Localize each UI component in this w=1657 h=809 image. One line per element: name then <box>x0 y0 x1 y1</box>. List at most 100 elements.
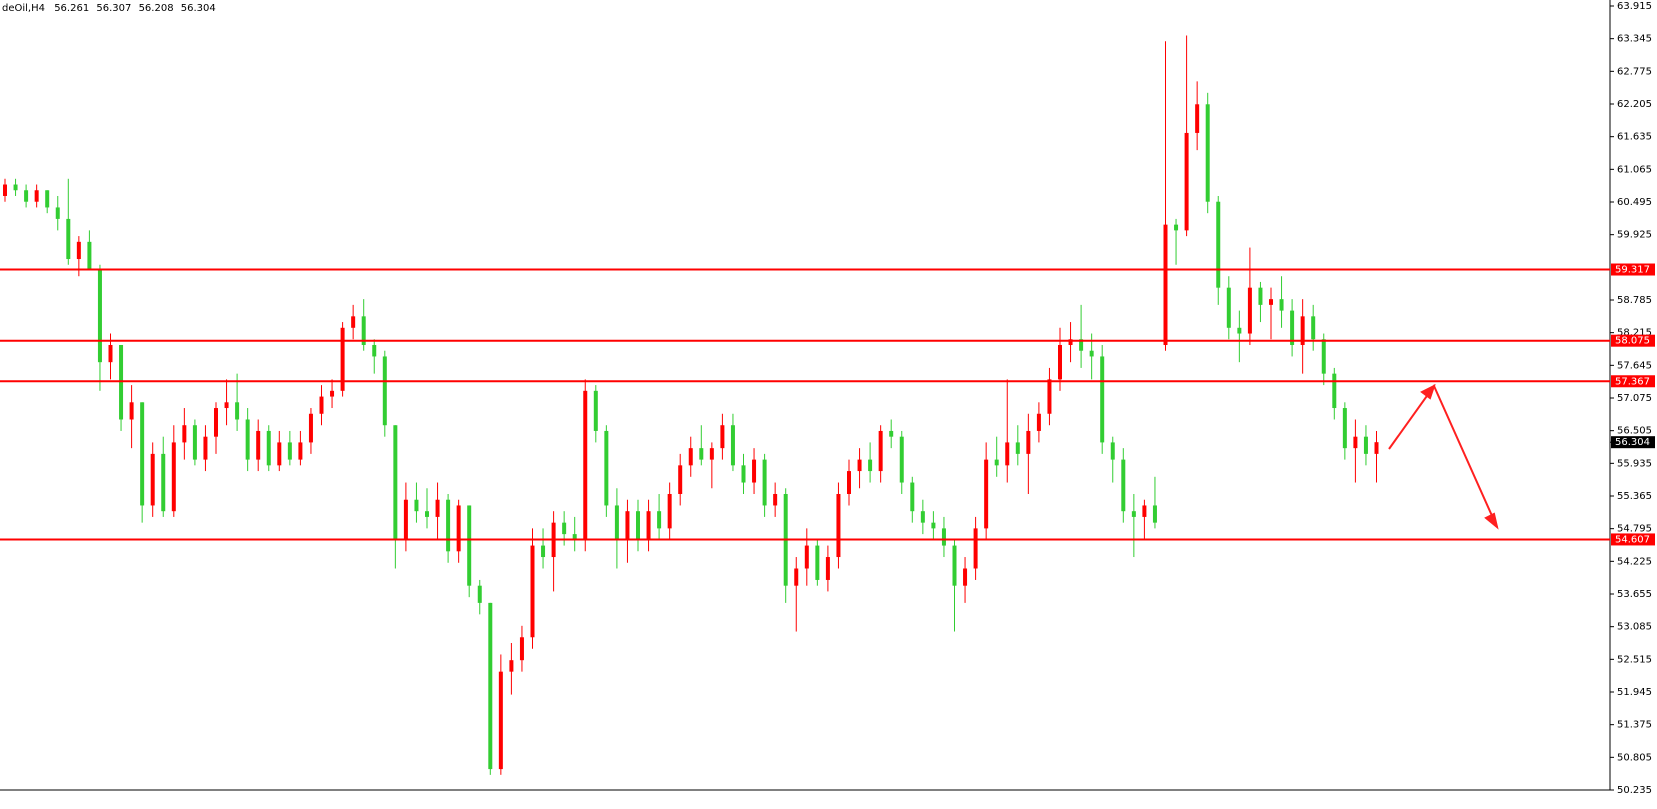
candle-body <box>403 499 408 540</box>
candle-body <box>319 396 324 414</box>
candle-body <box>519 637 524 661</box>
candle-body <box>435 499 440 517</box>
candle-body <box>868 459 873 472</box>
candle-body <box>825 557 830 580</box>
y-tick-label: 63.345 <box>1617 34 1652 45</box>
candle-body <box>1005 442 1010 466</box>
candle-body <box>1036 413 1041 431</box>
candle-body <box>1079 339 1084 351</box>
candle-body <box>192 425 197 460</box>
y-tick-label: 50.235 <box>1617 785 1652 796</box>
candle-body <box>899 436 904 483</box>
candle-body <box>741 465 746 483</box>
candle-body <box>1269 299 1273 305</box>
candle-body <box>87 241 92 271</box>
candle-body <box>1152 505 1157 523</box>
last-price-box <box>1611 436 1655 449</box>
candle-body <box>1226 287 1231 328</box>
candle-body <box>1015 442 1020 454</box>
candle-body <box>720 425 725 449</box>
candle-body <box>794 568 799 586</box>
candle-body <box>76 241 81 260</box>
y-tick-label: 50.805 <box>1617 752 1652 763</box>
candle-body <box>182 425 187 443</box>
candle-body <box>614 505 619 540</box>
level-label: 59.317 <box>1615 265 1650 276</box>
candle-body <box>203 436 208 460</box>
candle-body <box>1195 104 1200 133</box>
chart-header: deOil,H4 56.261 56.307 56.208 56.304 <box>2 3 216 14</box>
candle-body <box>667 493 672 529</box>
candle-body <box>1058 344 1062 380</box>
candle-body <box>636 511 640 540</box>
candle-body <box>488 602 493 770</box>
header-open: 56.261 <box>54 3 89 14</box>
candle-body <box>572 534 577 540</box>
candle-body <box>984 459 989 529</box>
candle-body <box>583 390 588 540</box>
header-close: 56.304 <box>181 3 216 14</box>
y-tick-label: 55.935 <box>1617 458 1652 469</box>
candle-body <box>1121 459 1126 512</box>
candle-body <box>541 545 546 558</box>
candle-body <box>171 442 176 512</box>
candle-body <box>1174 224 1179 231</box>
candle-body <box>266 430 271 466</box>
candle-body <box>857 459 862 472</box>
candle-body <box>646 511 651 540</box>
level-label-box <box>1611 375 1655 388</box>
y-tick-label: 58.215 <box>1617 328 1652 339</box>
candle-body <box>1237 327 1242 334</box>
candle-body <box>372 344 377 357</box>
candle-body <box>256 430 261 460</box>
candle-body <box>108 344 113 363</box>
candle-body <box>1026 430 1031 454</box>
candle-body <box>393 425 398 540</box>
arrow-head <box>1420 384 1436 400</box>
candle-body <box>994 459 999 466</box>
candle-body <box>1342 408 1347 449</box>
y-tick-label: 61.065 <box>1617 164 1652 175</box>
candle-body <box>931 522 936 529</box>
y-tick-label: 62.205 <box>1617 99 1652 110</box>
level-label: 57.367 <box>1615 376 1650 387</box>
candle-body <box>1258 287 1263 305</box>
y-tick-label: 57.645 <box>1617 360 1652 371</box>
candle-body <box>1163 224 1168 345</box>
candle-body <box>66 218 71 260</box>
candle-body <box>277 442 282 466</box>
candle-body <box>3 184 7 196</box>
candle-body <box>129 402 134 420</box>
candle-body <box>1311 316 1316 340</box>
candle-body <box>97 270 102 363</box>
candle-body <box>1047 379 1052 414</box>
candle-body <box>34 190 39 202</box>
candle-body <box>963 568 968 586</box>
y-tick-label: 56.505 <box>1617 426 1652 437</box>
candle-body <box>24 190 29 202</box>
candle-body <box>625 511 630 540</box>
forecast-path <box>1388 383 1498 528</box>
candle-body <box>1068 339 1073 345</box>
candle-body <box>773 493 778 506</box>
candle-body <box>224 402 229 409</box>
candle-body <box>1363 436 1368 454</box>
candle-body <box>836 493 841 558</box>
candle-body <box>382 356 387 426</box>
arrow-head <box>1484 512 1499 530</box>
candle-body <box>973 528 978 569</box>
candle-body <box>235 402 240 420</box>
candle-body <box>330 390 335 397</box>
header-low: 56.208 <box>139 3 174 14</box>
candle-body <box>1216 201 1221 288</box>
level-label: 54.607 <box>1615 534 1650 545</box>
candle-body <box>709 448 714 460</box>
y-tick-label: 54.795 <box>1617 524 1652 535</box>
candle-body <box>45 190 50 208</box>
candle-body <box>562 522 567 535</box>
candle-body <box>1110 442 1115 460</box>
candle-body <box>1332 373 1337 409</box>
candle-body <box>952 545 957 586</box>
candle-body <box>308 413 313 443</box>
level-label-box <box>1611 334 1655 347</box>
